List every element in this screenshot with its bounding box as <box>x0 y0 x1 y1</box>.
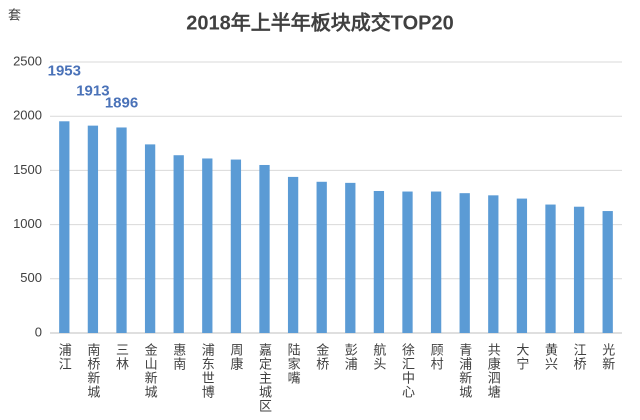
x-tick-label: 嘉定主城区 <box>257 343 272 413</box>
data-label: 1896 <box>105 94 138 111</box>
x-tick-label: 周康 <box>228 343 243 371</box>
bar <box>202 158 213 333</box>
y-axis-label: 套 <box>8 7 21 22</box>
x-tick-label: 青浦新城 <box>457 343 472 399</box>
x-tick-label: 航头 <box>371 342 386 371</box>
bar <box>459 193 470 333</box>
bar <box>545 204 556 333</box>
bar <box>573 206 585 333</box>
bar <box>59 121 70 333</box>
x-tick-label: 浦东世博 <box>200 343 215 399</box>
x-tick-label: 江桥 <box>572 343 587 371</box>
y-tick-label: 2500 <box>13 53 42 68</box>
data-label: 1953 <box>48 62 81 79</box>
x-tick-label: 共康泗塘 <box>486 343 501 399</box>
bar <box>230 159 242 333</box>
bar <box>144 144 156 333</box>
bar <box>345 182 356 333</box>
x-tick-label: 彭浦 <box>343 343 358 371</box>
bar <box>402 191 413 333</box>
bar <box>287 176 299 333</box>
bar <box>116 127 127 333</box>
y-tick-label: 1000 <box>13 216 42 231</box>
x-tick-label: 金山新城 <box>143 342 158 399</box>
x-tick-label: 大宁 <box>514 343 529 371</box>
y-tick-label: 2000 <box>13 108 42 123</box>
y-tick-label: 0 <box>35 324 42 339</box>
bar <box>259 164 270 333</box>
bar <box>602 211 613 333</box>
bar <box>173 155 184 333</box>
x-tick-label: 陆家嘴 <box>286 342 301 385</box>
bar <box>516 198 528 333</box>
x-tick-label: 惠南 <box>171 343 186 371</box>
bar <box>316 181 327 333</box>
x-tick-label: 徐汇中心 <box>400 343 415 399</box>
bar <box>430 191 442 333</box>
x-tick-label: 顾村 <box>429 343 444 371</box>
x-tick-label: 三林 <box>114 343 129 371</box>
x-tick-label: 光新 <box>600 343 615 371</box>
x-tick-label: 金桥 <box>314 342 329 371</box>
x-tick-label: 黄兴 <box>543 343 558 371</box>
x-tick-label: 南桥新城 <box>85 342 100 399</box>
bar <box>373 190 385 333</box>
bar <box>488 195 499 333</box>
y-tick-label: 1500 <box>13 162 42 177</box>
x-tick-label: 浦江 <box>57 343 72 371</box>
y-tick-label: 500 <box>20 270 42 285</box>
bar <box>87 125 99 333</box>
chart-title: 2018年上半年板块成交TOP20 <box>186 10 454 34</box>
data-label: 1913 <box>76 83 109 100</box>
